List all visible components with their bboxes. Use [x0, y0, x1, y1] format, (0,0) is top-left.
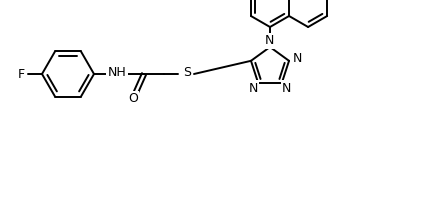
Text: F: F [17, 67, 25, 81]
Text: N: N [249, 82, 258, 95]
Text: N: N [264, 35, 274, 47]
Text: S: S [183, 66, 191, 80]
Text: N: N [282, 82, 291, 95]
Text: N: N [292, 52, 302, 65]
Text: O: O [128, 93, 138, 105]
Text: NH: NH [108, 66, 126, 80]
